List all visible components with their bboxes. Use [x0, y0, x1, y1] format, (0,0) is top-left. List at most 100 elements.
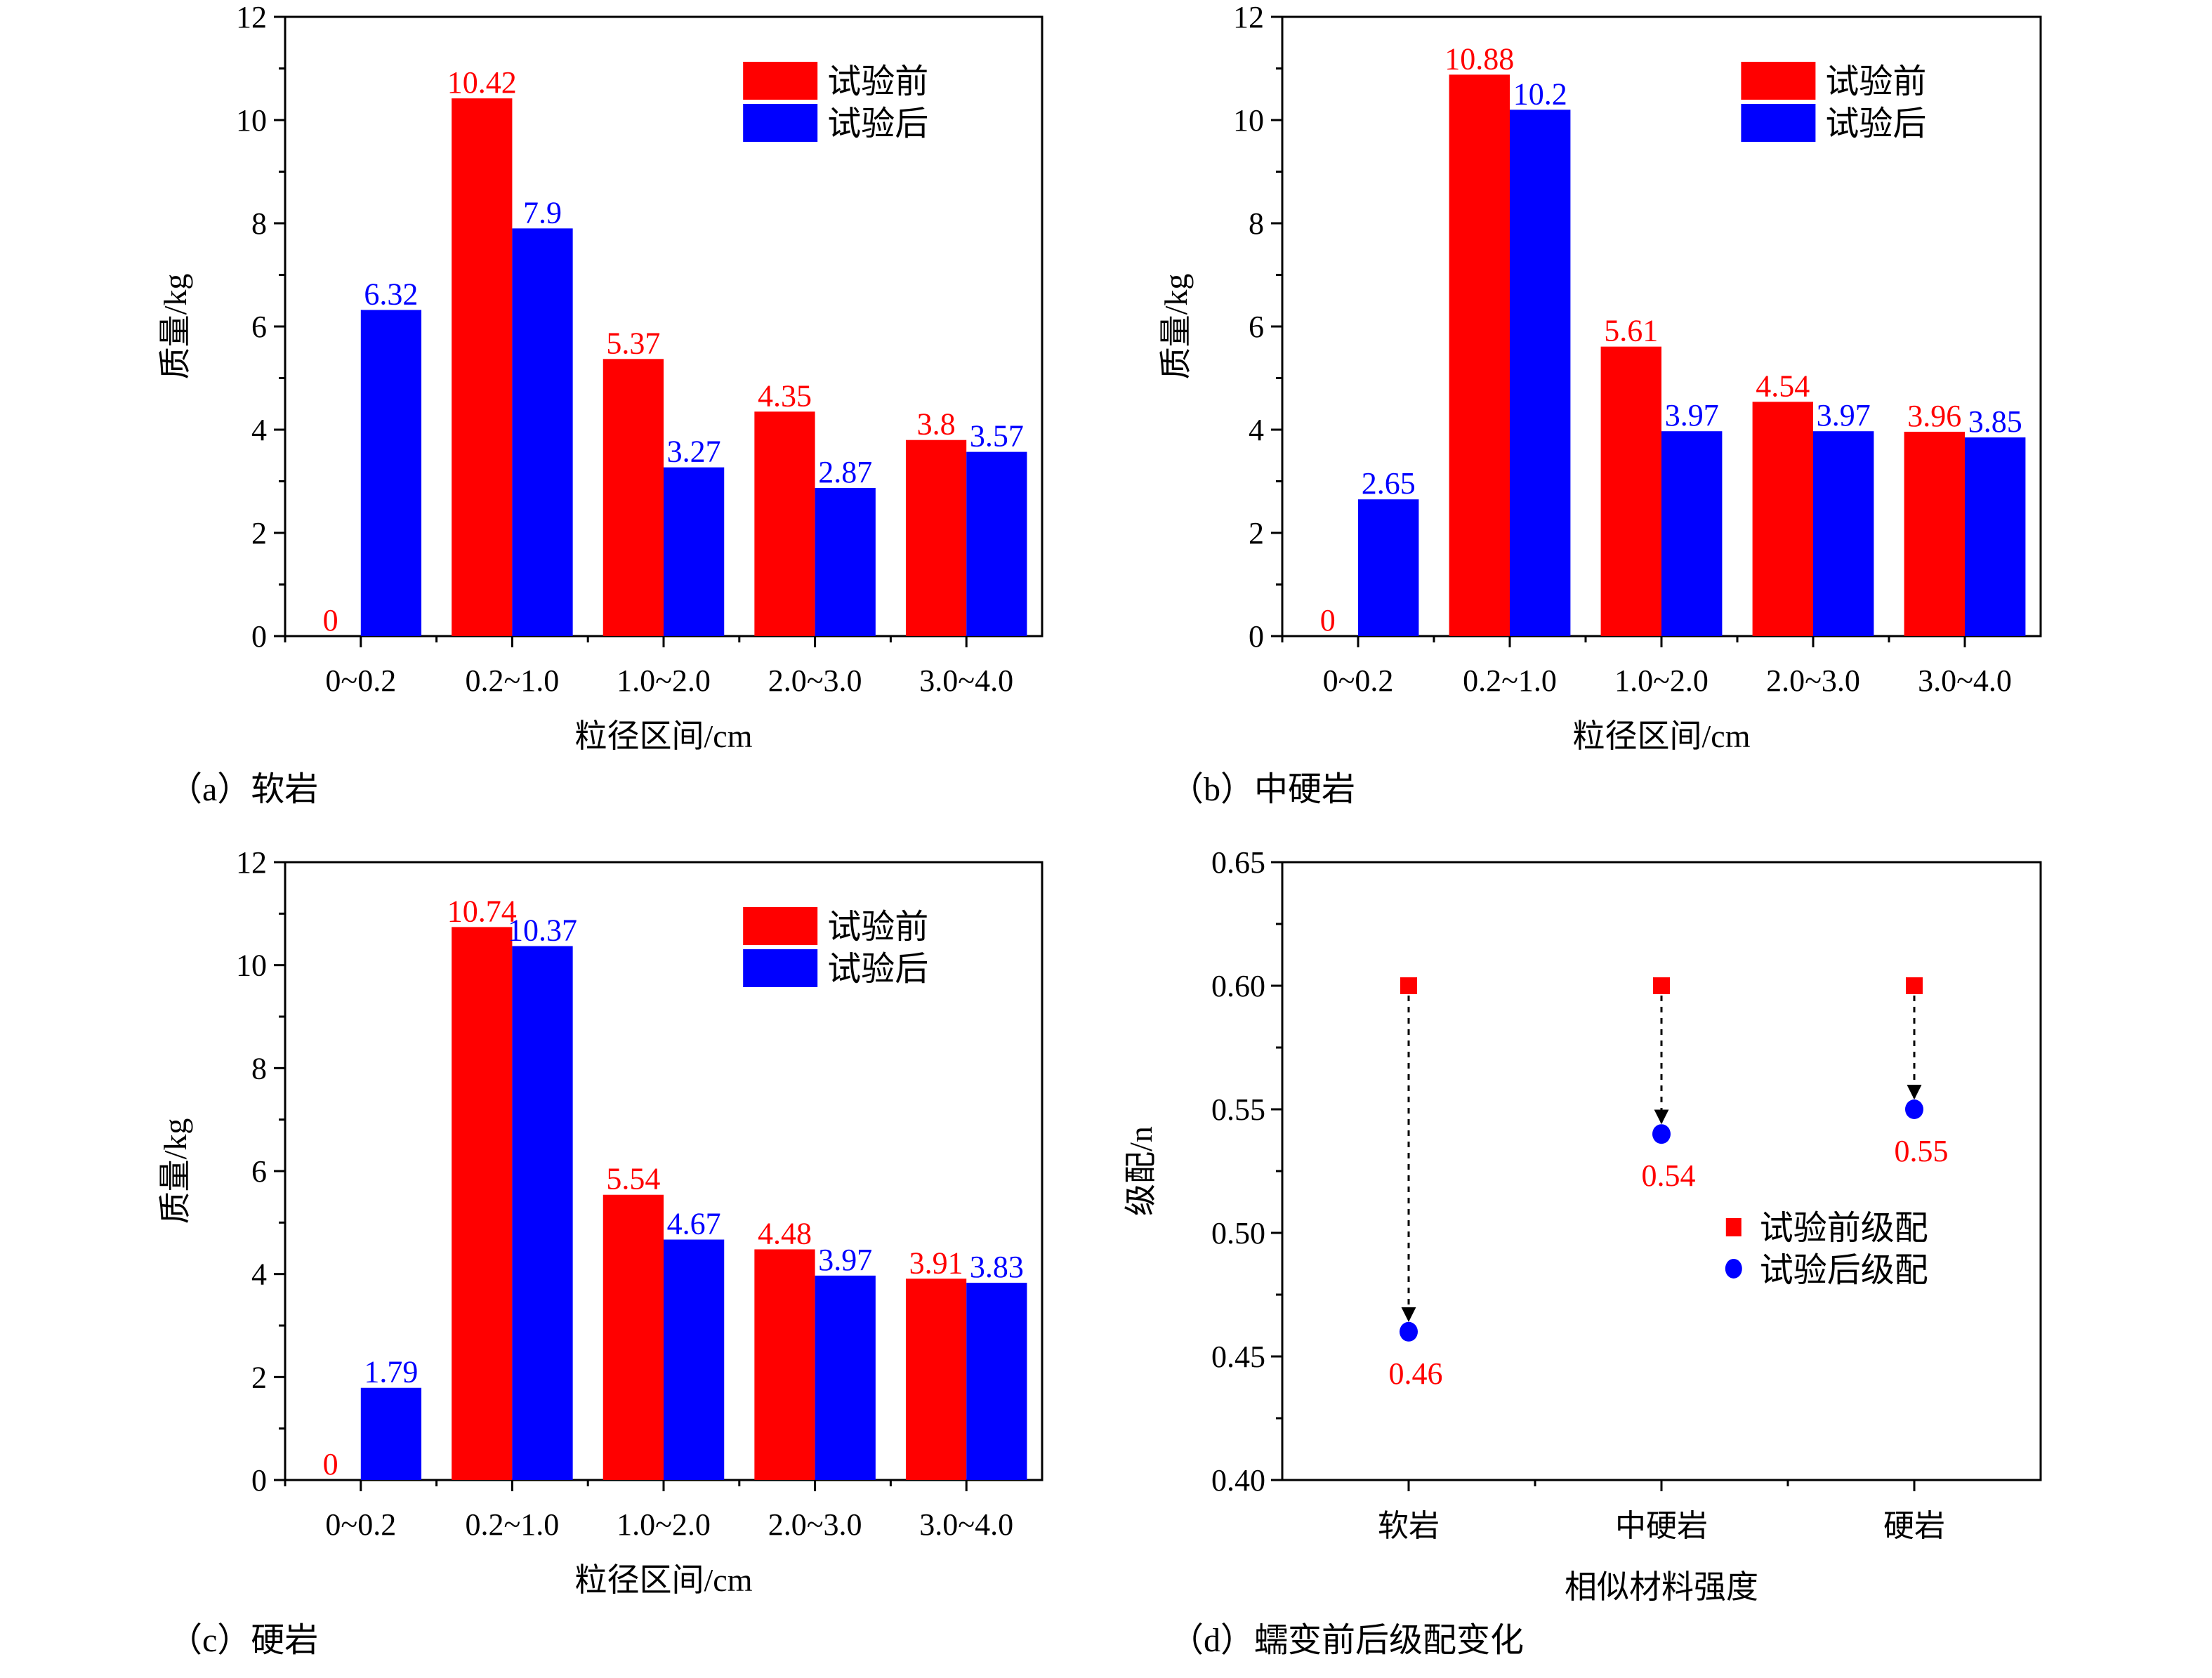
y-axis-title: 级配/n [1123, 1126, 1159, 1216]
bar-before [905, 1279, 967, 1480]
bar-value-label: 7.9 [523, 195, 562, 230]
x-tick-label: 1.0~2.0 [617, 663, 711, 698]
legend-label: 试验后 [1825, 105, 1926, 143]
bar-value-label: 5.54 [606, 1162, 660, 1196]
bar-value-label: 10.42 [447, 65, 517, 100]
bar-value-label: 5.37 [606, 326, 660, 360]
bar-before [1600, 346, 1661, 636]
bar-value-label: 10.37 [508, 913, 577, 948]
y-tick-label: 2 [251, 1360, 267, 1394]
y-tick-label: 6 [1249, 310, 1264, 344]
legend-label: 试验前 [1825, 63, 1926, 100]
y-tick-label: 6 [251, 310, 267, 344]
y-tick-label: 12 [236, 0, 267, 34]
x-tick-label: 1.0~2.0 [617, 1507, 711, 1542]
legend-swatch-after [743, 949, 818, 987]
bar-value-label: 3.96 [1907, 399, 1961, 433]
bar-after [1965, 437, 2026, 636]
bar-after [815, 488, 876, 636]
bar-value-label: 5.61 [1604, 314, 1658, 348]
bar-value-label: 3.91 [909, 1246, 963, 1280]
y-tick-label: 12 [1233, 0, 1264, 34]
x-tick-label: 0.2~1.0 [1463, 663, 1557, 698]
y-tick-label: 10 [236, 949, 267, 983]
y-tick-label: 4 [251, 1257, 267, 1292]
point-value-label: 0.54 [1642, 1158, 1696, 1193]
point-value-label: 0.55 [1895, 1134, 1949, 1168]
point-value-label: 0.46 [1389, 1356, 1443, 1391]
marker-after-circle [1652, 1124, 1671, 1144]
bar-after [1661, 431, 1723, 636]
bar-after [815, 1275, 876, 1480]
y-tick-label: 6 [251, 1154, 267, 1189]
panel-caption: （b）中硬岩 [1170, 771, 1355, 808]
legend-marker-before [1725, 1217, 1742, 1236]
panel-d-chart: 0.40 0.45 0.50 0.55 0.60 0.65 软岩 中硬岩 硬岩 0.46 0.54 0… [1123, 845, 2042, 1659]
marker-before-square [1653, 977, 1670, 994]
legend-label: 试验后 [827, 951, 928, 988]
bar-value-label: 3.97 [818, 1243, 872, 1277]
bar-value-label: 3.85 [1968, 404, 2022, 439]
y-tick-label: 0.65 [1211, 845, 1265, 880]
x-tick-label: 3.0~4.0 [1918, 663, 2012, 698]
bar-after [360, 1387, 422, 1480]
legend-swatch-before [1741, 62, 1816, 100]
legend-swatch-after [1741, 104, 1816, 142]
bar-before [754, 411, 815, 636]
bar-after [664, 1239, 725, 1480]
legend-swatch-before [743, 907, 818, 945]
bar-after [360, 310, 422, 636]
bar-value-label: 3.97 [1665, 398, 1719, 432]
x-tick-label: 软岩 [1378, 1509, 1440, 1543]
bar-value-label: 2.65 [1362, 466, 1416, 501]
bar-value-label: 3.83 [970, 1250, 1024, 1284]
bar-value-label: 0 [1320, 603, 1336, 637]
x-tick-label: 0~0.2 [325, 1507, 396, 1542]
bar-before [905, 440, 967, 636]
bar-before [603, 359, 664, 636]
x-tick-label: 0.2~1.0 [465, 1507, 559, 1542]
bar-value-label: 3.57 [970, 419, 1024, 454]
bar-value-label: 6.32 [364, 277, 418, 311]
marker-after-circle [1905, 1099, 1923, 1119]
y-tick-label: 8 [251, 1051, 267, 1085]
x-tick-label: 2.0~3.0 [768, 663, 862, 698]
y-tick-label: 4 [251, 413, 267, 447]
x-axis-title: 粒径区间/cm [575, 718, 753, 754]
bar-value-label: 10.88 [1444, 41, 1514, 76]
y-tick-label: 0 [251, 619, 267, 654]
x-tick-label: 0~0.2 [325, 663, 396, 698]
bar-before [603, 1194, 664, 1480]
y-tick-label: 8 [1249, 206, 1264, 241]
bar-after [1510, 110, 1571, 637]
bar-value-label: 4.35 [758, 378, 812, 413]
bar-before [452, 927, 513, 1480]
legend-label: 试验前 [827, 909, 928, 946]
y-tick-label: 0 [1249, 619, 1264, 654]
y-tick-label: 8 [251, 206, 267, 241]
x-tick-label: 2.0~3.0 [1766, 663, 1860, 698]
x-tick-label: 3.0~4.0 [919, 1507, 1013, 1542]
y-tick-label: 0.50 [1211, 1216, 1265, 1250]
x-tick-label: 0~0.2 [1323, 663, 1394, 698]
legend-swatch-before [743, 62, 818, 100]
bar-before [1904, 431, 1965, 636]
y-tick-label: 0 [251, 1463, 267, 1498]
marker-before-square [1906, 977, 1923, 994]
y-tick-label: 0.45 [1211, 1340, 1265, 1374]
bar-value-label: 3.27 [667, 435, 721, 469]
bar-after [512, 228, 573, 637]
x-axis-title: 粒径区间/cm [1573, 718, 1751, 754]
x-axis-title: 相似材料强度 [1565, 1569, 1758, 1605]
bar-value-label: 3.8 [917, 407, 956, 442]
marker-before-square [1400, 977, 1417, 994]
y-tick-label: 0.60 [1211, 969, 1265, 1003]
marker-after-circle [1400, 1321, 1418, 1342]
bar-after [512, 946, 573, 1480]
y-tick-label: 2 [251, 516, 267, 550]
panel-caption: （a）软岩 [169, 771, 318, 808]
bar-after [966, 1283, 1027, 1480]
bar-value-label: 4.48 [758, 1216, 812, 1250]
y-tick-label: 4 [1249, 413, 1264, 447]
